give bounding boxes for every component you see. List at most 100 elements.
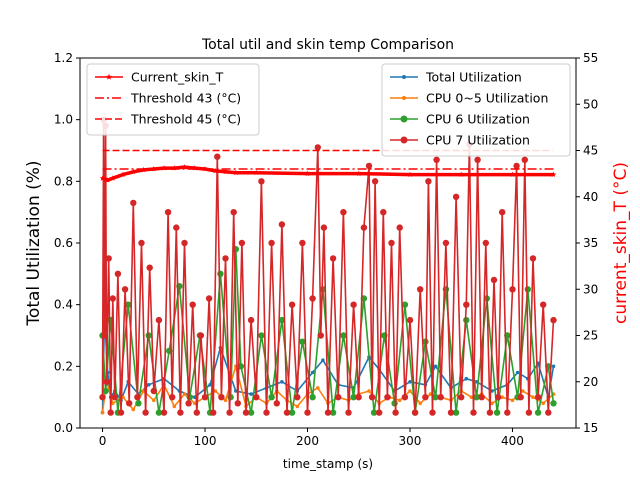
- data-point: [230, 209, 237, 216]
- data-point: [182, 392, 187, 396]
- data-point: [299, 239, 306, 247]
- skin-temp-point: [191, 165, 198, 171]
- data-point: [253, 394, 260, 401]
- data-point: [392, 409, 399, 416]
- data-point: [155, 316, 163, 324]
- data-point: [380, 209, 387, 216]
- right-y-tick-label: 30: [583, 282, 598, 296]
- data-point: [189, 301, 196, 308]
- skin-temp-point: [253, 169, 260, 176]
- x-tick-label: 100: [194, 434, 217, 448]
- left-y-tick-label: 0.8: [54, 174, 73, 188]
- data-point: [550, 316, 557, 324]
- data-point: [242, 409, 250, 416]
- left-y-tick-label: 0.6: [54, 236, 73, 250]
- data-point: [283, 409, 291, 416]
- legend-label: CPU 0~5 Utilization: [426, 91, 548, 106]
- data-point: [388, 239, 395, 247]
- data-point: [213, 389, 218, 393]
- data-point: [150, 387, 157, 395]
- data-point: [545, 409, 552, 416]
- legend-entry-cpu-7-utilization: CPU 7 Utilization: [390, 133, 530, 148]
- data-point: [222, 255, 229, 262]
- skin-temp-point: [355, 170, 362, 177]
- data-point: [111, 401, 115, 406]
- legend-marker: [402, 96, 406, 100]
- data-point: [550, 400, 557, 407]
- data-point: [504, 409, 511, 416]
- legend-marker: [106, 73, 112, 80]
- data-point: [107, 409, 114, 416]
- data-point: [218, 394, 225, 401]
- data-point: [335, 394, 342, 401]
- data-point: [340, 209, 347, 216]
- data-point: [185, 400, 192, 407]
- data-point: [510, 398, 515, 403]
- data-point: [534, 409, 542, 416]
- skin-temp-point: [407, 171, 413, 177]
- data-point: [172, 404, 177, 409]
- skin-temp-point: [171, 165, 178, 171]
- left-y-tick-label: 0.0: [54, 421, 73, 435]
- data-point: [102, 387, 109, 395]
- data-point: [100, 410, 105, 415]
- data-point: [210, 409, 217, 416]
- right-y-tick-label: 40: [583, 190, 598, 204]
- data-point: [234, 400, 241, 407]
- skin-temp-point: [120, 171, 126, 177]
- data-point: [117, 409, 125, 416]
- data-point: [294, 394, 301, 401]
- x-tick-label: 200: [296, 434, 319, 448]
- legend-marker: [400, 115, 408, 123]
- series-cpu-6-utilization: [99, 246, 557, 416]
- left-y-tick-label: 1.0: [54, 113, 73, 127]
- data-point: [525, 409, 533, 416]
- data-point: [125, 301, 132, 308]
- data-point: [288, 409, 296, 416]
- data-point: [493, 409, 501, 416]
- legend-label: Current_skin_T: [131, 70, 224, 85]
- data-point: [197, 332, 205, 339]
- legend-entry-threshold-45-c: Threshold 45 (°C): [95, 112, 241, 127]
- skin-temp-point: [181, 164, 188, 170]
- series-cpu-7-utilization: [99, 116, 557, 416]
- legend-label: CPU 7 Utilization: [426, 133, 530, 148]
- data-point: [376, 409, 383, 416]
- data-point: [355, 394, 362, 401]
- data-point: [360, 224, 368, 231]
- data-point: [181, 239, 188, 247]
- data-point: [433, 364, 438, 369]
- data-point: [473, 394, 480, 401]
- data-point: [310, 370, 315, 375]
- legend-label: Total Utilization: [425, 70, 522, 85]
- data-point: [99, 394, 106, 401]
- data-point: [208, 383, 212, 387]
- data-point: [263, 409, 270, 416]
- data-point: [114, 270, 122, 277]
- data-point: [474, 156, 481, 163]
- data-point: [169, 394, 176, 401]
- legend-label: Threshold 43 (°C): [130, 91, 241, 106]
- data-point: [540, 301, 547, 308]
- data-point: [173, 224, 180, 231]
- right-y-axis: 15 20 25 30 35 40 45 50 55: [576, 51, 598, 435]
- data-point: [490, 276, 498, 284]
- right-y-tick-label: 50: [583, 97, 598, 111]
- skin-temp-point: [304, 170, 311, 177]
- data-point: [280, 380, 284, 384]
- data-point: [447, 409, 455, 416]
- data-point: [469, 395, 474, 400]
- data-point: [321, 358, 325, 363]
- right-y-axis-label: current_skin_T (°C): [611, 162, 631, 324]
- data-point: [396, 224, 403, 231]
- data-point: [278, 221, 286, 228]
- data-point: [370, 409, 378, 416]
- skin-temp-layer: [99, 164, 557, 183]
- left-y-axis-label: Total Utilization (%): [24, 160, 44, 326]
- data-point: [531, 395, 535, 400]
- data-point: [234, 389, 238, 393]
- data-point: [350, 394, 357, 401]
- data-point: [520, 389, 525, 393]
- data-point: [406, 316, 414, 324]
